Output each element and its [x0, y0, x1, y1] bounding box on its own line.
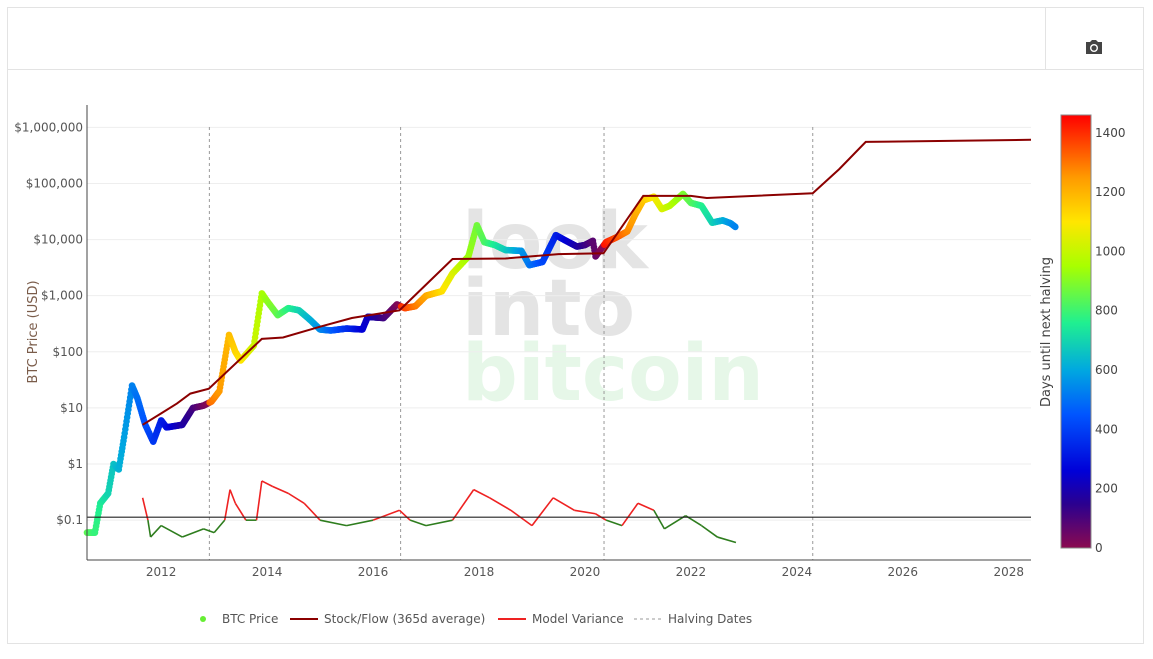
camera-icon[interactable] — [1084, 38, 1104, 56]
chart-card — [7, 7, 1144, 644]
toolbar-divider — [1045, 7, 1046, 70]
chart-toolbar — [7, 7, 1144, 70]
